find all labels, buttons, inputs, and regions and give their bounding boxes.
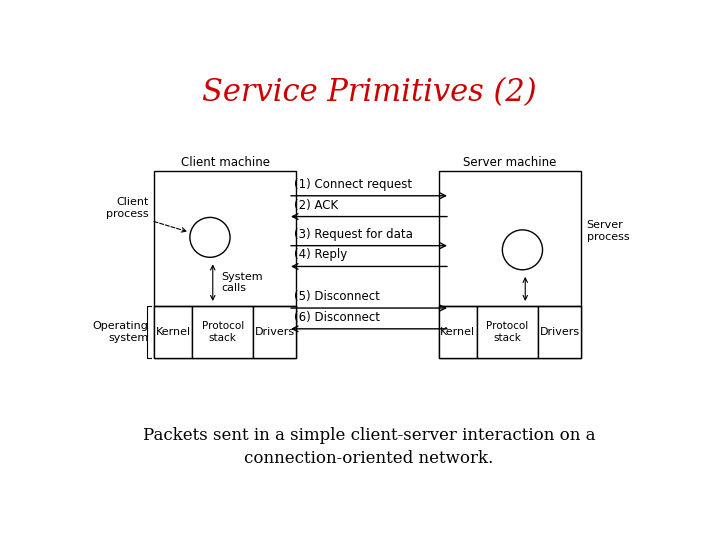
Bar bbox=[253, 306, 297, 358]
Text: Server machine: Server machine bbox=[463, 156, 557, 168]
Bar bbox=[438, 306, 477, 358]
Text: (1) Connect request: (1) Connect request bbox=[294, 178, 412, 191]
Bar bbox=[477, 306, 538, 358]
Text: Kernel: Kernel bbox=[440, 327, 475, 337]
Text: Kernel: Kernel bbox=[156, 327, 191, 337]
Text: Protocol
stack: Protocol stack bbox=[202, 321, 244, 343]
Bar bbox=[154, 306, 192, 358]
Text: Drivers: Drivers bbox=[255, 327, 295, 337]
Text: Operating
system: Operating system bbox=[93, 321, 148, 343]
Bar bbox=[538, 306, 581, 358]
Text: Client machine: Client machine bbox=[181, 156, 270, 168]
Text: Server
process: Server process bbox=[587, 220, 629, 241]
Text: (2) ACK: (2) ACK bbox=[294, 199, 338, 212]
Text: Drivers: Drivers bbox=[539, 327, 580, 337]
Text: (4) Reply: (4) Reply bbox=[294, 248, 347, 261]
Text: (6) Disconnect: (6) Disconnect bbox=[294, 311, 379, 324]
Text: (5) Disconnect: (5) Disconnect bbox=[294, 290, 379, 303]
Text: Client
process: Client process bbox=[106, 198, 148, 219]
Bar bbox=[438, 171, 581, 358]
Text: Packets sent in a simple client-server interaction on a
connection-oriented netw: Packets sent in a simple client-server i… bbox=[143, 427, 595, 467]
Bar bbox=[154, 171, 297, 358]
Text: Service Primitives (2): Service Primitives (2) bbox=[202, 77, 536, 109]
Bar bbox=[192, 306, 253, 358]
Text: Protocol
stack: Protocol stack bbox=[486, 321, 528, 343]
Text: System
calls: System calls bbox=[221, 272, 263, 293]
Text: (3) Request for data: (3) Request for data bbox=[294, 228, 413, 241]
